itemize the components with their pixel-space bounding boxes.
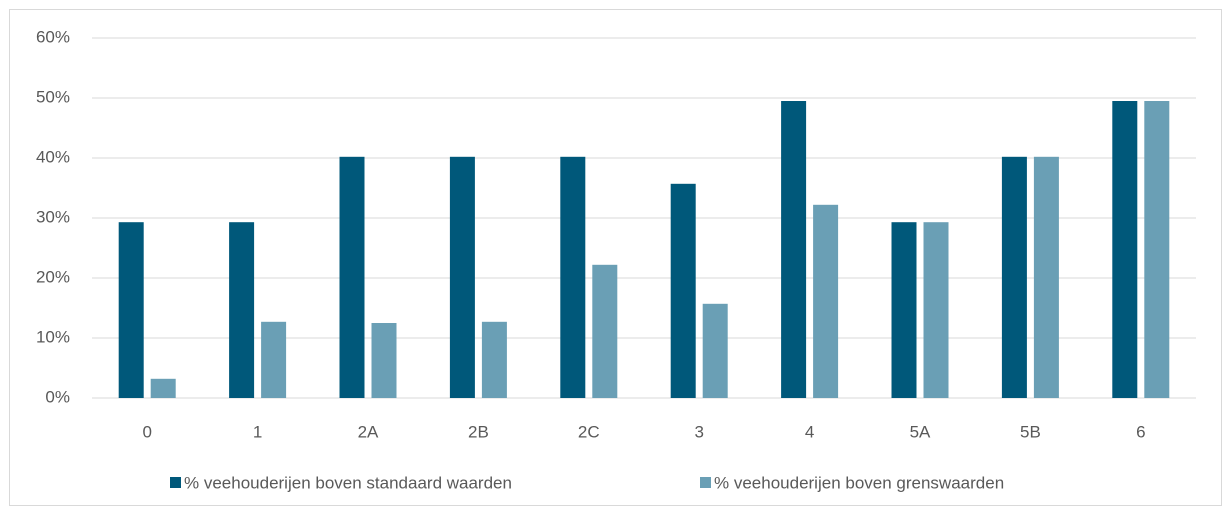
bar	[702, 303, 728, 398]
x-tick-label: 6	[1136, 422, 1145, 441]
bar	[592, 264, 618, 398]
x-tick-label: 2C	[578, 422, 600, 441]
y-tick-label: 60%	[36, 27, 70, 46]
bar	[150, 378, 176, 398]
bar	[923, 222, 949, 398]
legend-label: % veehouderijen boven standaard waarden	[184, 473, 512, 492]
x-tick-label: 2B	[468, 422, 489, 441]
y-tick-label: 30%	[36, 207, 70, 226]
bar	[118, 222, 144, 398]
legend-swatch	[170, 477, 181, 488]
bar	[781, 101, 807, 398]
bar	[1144, 101, 1170, 398]
bar	[670, 183, 696, 398]
y-tick-label: 20%	[36, 267, 70, 286]
x-tick-label: 0	[142, 422, 151, 441]
y-tick-label: 0%	[45, 387, 70, 406]
legend-label: % veehouderijen boven grenswaarden	[714, 473, 1004, 492]
bar	[1001, 156, 1027, 398]
x-tick-label: 2A	[358, 422, 379, 441]
y-tick-label: 40%	[36, 147, 70, 166]
bar	[1033, 156, 1059, 398]
bar	[481, 321, 507, 398]
x-tick-label: 5B	[1020, 422, 1041, 441]
bar	[339, 156, 365, 398]
bar	[813, 204, 839, 398]
x-tick-label: 5A	[910, 422, 931, 441]
bar	[449, 156, 475, 398]
bar	[891, 222, 917, 398]
x-tick-label: 4	[805, 422, 814, 441]
legend-swatch	[700, 477, 711, 488]
bar	[371, 323, 397, 398]
bar	[560, 156, 586, 398]
x-tick-label: 3	[694, 422, 703, 441]
x-tick-label: 1	[253, 422, 262, 441]
bar	[1112, 101, 1138, 398]
y-tick-label: 10%	[36, 327, 70, 346]
y-tick-label: 50%	[36, 87, 70, 106]
bar	[229, 222, 255, 398]
bar	[261, 321, 287, 398]
